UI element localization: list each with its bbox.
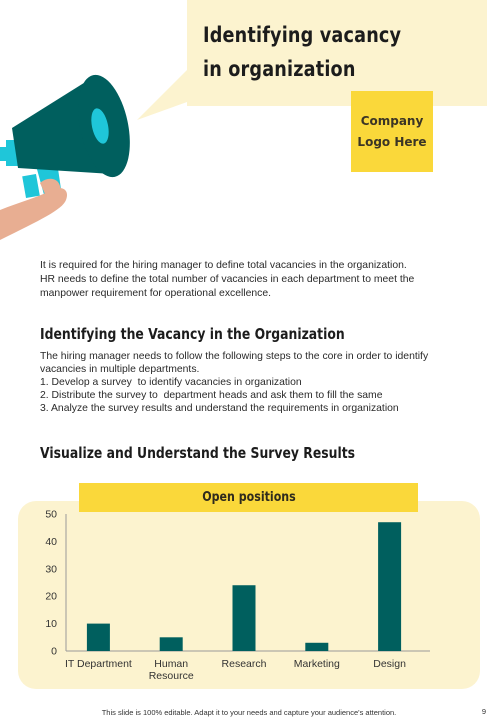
page-number: 9 — [481, 707, 486, 716]
intro-paragraph: It is required for the hiring manager to… — [40, 259, 460, 301]
bar-it-department — [86, 623, 110, 651]
bar-design — [378, 522, 402, 651]
x-tick-label: Human — [154, 658, 188, 670]
y-tick-label: 50 — [45, 509, 57, 521]
intro-line-3: manpower requirement for operational exc… — [40, 288, 272, 299]
logo-line-1: Company — [360, 113, 424, 128]
intro-line-2: HR needs to define the total number of v… — [40, 274, 415, 285]
bar-research — [232, 585, 256, 651]
chart-title: Open positions — [201, 490, 296, 505]
megaphone-icon — [0, 70, 187, 240]
x-tick-label: Design — [373, 658, 406, 670]
steps-line-2: vacancies in multiple departments. — [40, 364, 200, 375]
bar-marketing — [305, 642, 329, 651]
step-3: 3. Analyze the survey results and unders… — [40, 403, 399, 414]
y-tick-label: 10 — [45, 618, 57, 630]
title-line-2: in organization — [203, 57, 356, 81]
y-tick-label: 30 — [45, 563, 57, 575]
x-tick-label: Research — [222, 658, 267, 670]
section-heading-identifying: Identifying the Vacancy in the Organizat… — [40, 325, 345, 343]
x-tick-label: IT Department — [65, 658, 132, 670]
page-title: Identifying vacancy in organization — [203, 18, 430, 86]
bar-human-resource — [159, 637, 183, 651]
footer-note: This slide is 100% editable. Adapt it to… — [101, 708, 397, 717]
y-tick-label: 40 — [45, 536, 57, 548]
company-logo-placeholder: Company Logo Here — [351, 91, 433, 172]
step-1: 1. Develop a survey to identify vacancie… — [40, 377, 302, 388]
y-tick-label: 0 — [51, 646, 57, 658]
x-tick-label: Marketing — [294, 658, 340, 670]
steps-line-1: The hiring manager needs to follow the f… — [40, 351, 429, 362]
y-tick-label: 20 — [45, 591, 57, 603]
step-2: 2. Distribute the survey to department h… — [40, 390, 383, 401]
steps-paragraph: The hiring manager needs to follow the f… — [40, 350, 470, 415]
logo-line-2: Logo Here — [357, 134, 427, 149]
x-tick-label: Resource — [149, 670, 194, 682]
title-box — [187, 0, 487, 106]
intro-line-1: It is required for the hiring manager to… — [40, 260, 407, 271]
title-line-1: Identifying vacancy — [203, 23, 402, 47]
section-heading-visualize: Visualize and Understand the Survey Resu… — [40, 444, 356, 462]
chart-title-banner: Open positions — [79, 483, 418, 512]
